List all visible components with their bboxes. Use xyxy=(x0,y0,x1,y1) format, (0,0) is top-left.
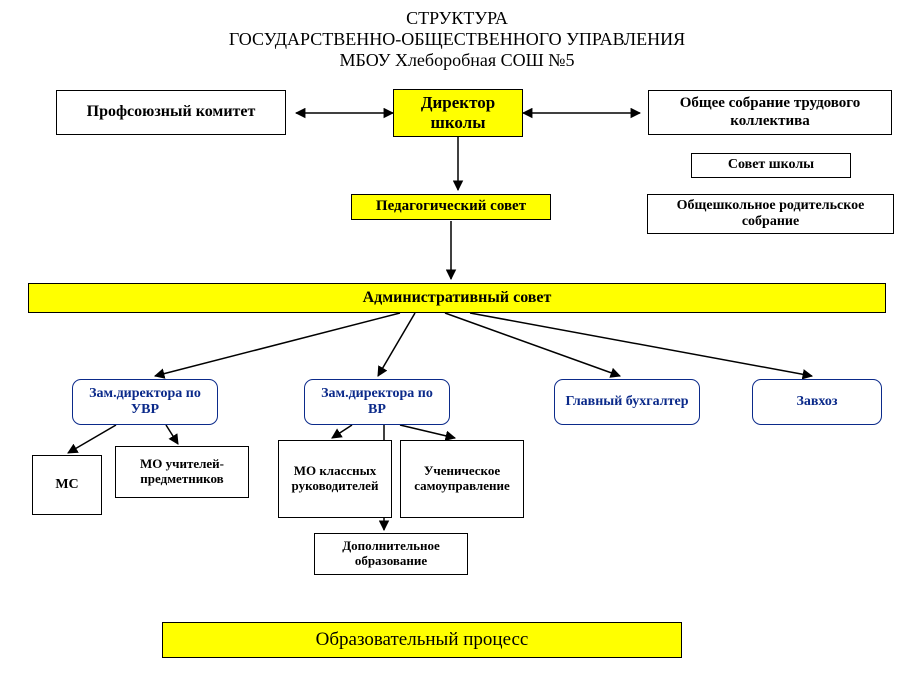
node-school-council: Совет школы xyxy=(691,153,851,178)
node-education-process: Образовательный процесс xyxy=(162,622,682,658)
node-administrative-council: Административный совет xyxy=(28,283,886,313)
node-parent-meeting: Общешкольное родительское собрание xyxy=(647,194,894,234)
diagram-canvas: СТРУКТУРА ГОСУДАРСТВЕННО-ОБЩЕСТВЕННОГО У… xyxy=(0,0,914,686)
title-line-3: МБОУ Хлеборобная СОШ №5 xyxy=(0,50,914,71)
node-chief-accountant: Главный бухгалтер xyxy=(554,379,700,425)
node-union-committee: Профсоюзный комитет xyxy=(56,90,286,135)
title-line-1: СТРУКТУРА xyxy=(0,8,914,29)
node-general-assembly: Общее собрание трудового коллектива xyxy=(648,90,892,135)
node-pedagogical-council: Педагогический совет xyxy=(351,194,551,220)
node-ms: МС xyxy=(32,455,102,515)
node-student-government: Ученическое самоуправление xyxy=(400,440,524,518)
node-additional-education: Дополнительное образование xyxy=(314,533,468,575)
node-mo-subject-teachers: МО учителей-предметников xyxy=(115,446,249,498)
node-deputy-vr: Зам.директора по ВР xyxy=(304,379,450,425)
node-zavhoz: Завхоз xyxy=(752,379,882,425)
node-deputy-uvr: Зам.директора по УВР xyxy=(72,379,218,425)
node-mo-class-leaders: МО классных руководителей xyxy=(278,440,392,518)
title-line-2: ГОСУДАРСТВЕННО-ОБЩЕСТВЕННОГО УПРАВЛЕНИЯ xyxy=(0,29,914,50)
node-director: Директор школы xyxy=(393,89,523,137)
